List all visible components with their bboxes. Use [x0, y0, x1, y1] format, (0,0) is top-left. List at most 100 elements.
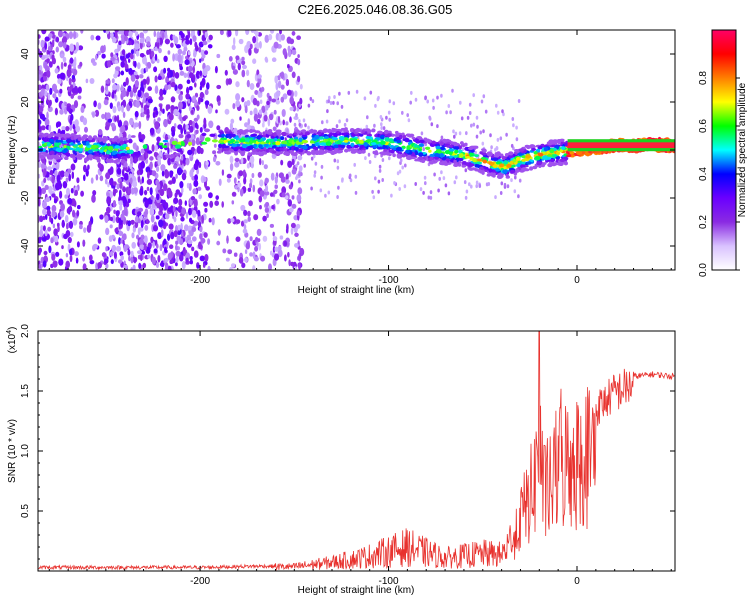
spectrogram-cell: [472, 93, 476, 98]
spectrogram-cell: [327, 99, 331, 104]
colorbar-tick-label: 0.6: [698, 119, 709, 133]
spectrogram-cell: [129, 117, 134, 126]
spectrogram-cell: [179, 181, 184, 189]
spectrogram-cell: [122, 81, 127, 87]
spectrogram-cell: [227, 218, 232, 224]
spectrogram-cell: [157, 182, 161, 191]
spectrogram-cell: [295, 113, 298, 118]
spectrogram-ridge-cell: [458, 153, 464, 158]
spectrogram-cell: [122, 111, 126, 119]
spectrogram-ridge-cell: [347, 147, 352, 152]
spectrogram-cell: [120, 125, 126, 134]
spectrogram-cell: [67, 168, 72, 174]
spectrogram-band-inner: [567, 142, 675, 149]
spectrogram-cell: [139, 74, 144, 79]
spectrogram-ridge-cell: [280, 144, 287, 147]
spectrogram-cell: [66, 68, 72, 77]
spectrogram-cell: [263, 164, 268, 170]
spectrogram-cell: [284, 195, 289, 200]
spectrogram-ridge-cell: [324, 136, 329, 139]
spectrogram-ridge-cell: [489, 172, 494, 176]
spectrogram-cell: [131, 232, 135, 239]
spectrogram-cell: [67, 197, 73, 205]
spectrogram-cell: [261, 105, 266, 114]
spectrogram-ridge-cell: [360, 149, 366, 154]
spectrogram-cell: [512, 123, 515, 128]
spectrogram-cell: [105, 263, 109, 269]
spectrogram-ridge-cell: [217, 147, 223, 151]
spectrogram-cell: [479, 130, 483, 135]
colorbar-tick-label: 0.4: [698, 167, 709, 181]
spectrogram-cell: [244, 105, 248, 114]
spectrogram-ridge-cell: [162, 139, 169, 143]
spectrogram-cell: [481, 141, 485, 146]
spectrogram-cell: [207, 238, 211, 245]
spectrogram-cell: [167, 265, 172, 270]
spectrogram-cell: [142, 78, 147, 85]
spectrogram-ridge-cell: [411, 136, 416, 140]
spectrogram-ridge-cell: [521, 159, 526, 162]
spectrogram-cell: [91, 194, 96, 203]
spectrogram-ridge-cell: [482, 159, 488, 164]
spectrogram-cell: [66, 208, 70, 214]
spectrogram-cell: [194, 122, 198, 129]
spectrogram-ridge-cell: [550, 140, 556, 145]
spectrogram-cell: [159, 262, 165, 267]
spectrogram-cell: [162, 108, 165, 114]
spectrogram-cell: [179, 65, 183, 71]
spectrogram-ridge-cell: [434, 150, 439, 154]
spectrogram-cell: [71, 74, 76, 80]
spectrogram-cell: [72, 123, 76, 130]
spectrogram-ridge-cell: [122, 137, 128, 141]
spectrogram-ridge-cell: [326, 146, 331, 151]
spectrogram-cell: [117, 105, 122, 112]
spectrogram-cell: [44, 214, 48, 220]
spectrogram-cell: [290, 261, 295, 267]
spectrogram-cell: [49, 99, 52, 106]
spectrogram-cell: [154, 144, 158, 152]
spectrogram-cell: [268, 95, 272, 102]
spectrogram-ridge-cell: [114, 145, 121, 149]
spectrogram-ridge-cell: [512, 158, 516, 163]
spectrogram-cell: [510, 143, 514, 148]
spectrogram-cell: [381, 178, 385, 182]
spectrogram-cell: [110, 32, 114, 38]
spectrogram-cell: [159, 88, 164, 97]
spectrogram-cell: [199, 147, 204, 155]
spectrogram-cell: [143, 211, 148, 218]
spectrogram-ridge-cell: [501, 155, 506, 161]
spectrogram-ridge-cell: [286, 142, 293, 147]
spectrogram-ridge-cell: [531, 147, 537, 151]
spectrogram-cell: [388, 117, 392, 122]
spectrogram-cell: [156, 58, 160, 64]
spectrogram-ridge-cell: [223, 145, 229, 149]
spectrogram-cell: [259, 179, 264, 187]
spectrogram-cell: [118, 231, 124, 236]
spectrogram-cell: [221, 169, 225, 176]
spectrogram-ridge-cell: [78, 147, 83, 152]
spectrogram-ridge-cell: [65, 152, 71, 157]
spectrogram-cell: [470, 123, 473, 128]
spectrogram-cell: [164, 246, 167, 253]
spectrogram-ridge-cell: [240, 151, 245, 157]
spectrogram-cell: [208, 120, 214, 129]
spectrogram-ridge-cell: [319, 136, 324, 140]
spectrogram-cell: [287, 160, 293, 168]
spectrogram-ridge-cell: [275, 141, 281, 146]
spectrogram-cell: [177, 54, 182, 63]
spectrogram-ridge-cell: [521, 167, 527, 172]
spectrogram-cell: [153, 66, 158, 73]
spectrogram-cell: [285, 121, 289, 126]
spectrogram-cell: [238, 38, 244, 45]
spectrogram-cell: [79, 224, 83, 230]
spectrogram-ridge-cell: [450, 141, 456, 145]
spectrogram-cell: [271, 57, 277, 62]
spectrogram-y-tick-label: 20: [20, 96, 31, 108]
spectrogram-cell: [108, 235, 113, 243]
spectrogram-cell: [84, 126, 88, 133]
spectrogram-cell: [184, 59, 190, 65]
spectrogram-cell: [143, 104, 147, 112]
spectrogram-cell: [175, 262, 178, 267]
spectrogram-cell: [253, 256, 259, 262]
spectrogram-cell: [69, 123, 73, 131]
